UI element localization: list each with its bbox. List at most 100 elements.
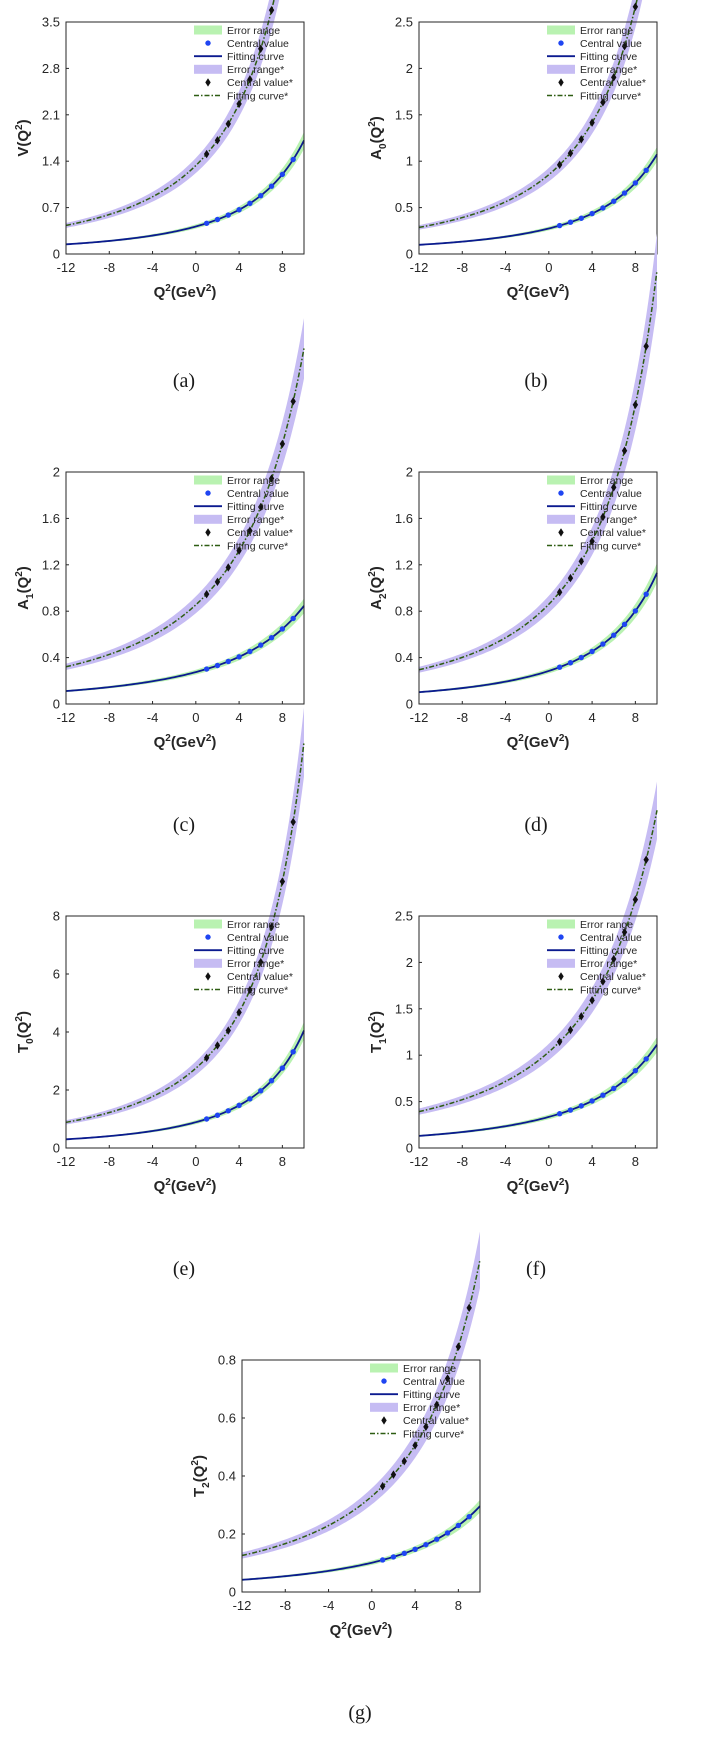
y-tick-label: 2 bbox=[53, 465, 60, 480]
x-tick-label: 4 bbox=[588, 260, 595, 275]
legend-swatch-error-range-star bbox=[547, 514, 575, 524]
legend-marker-central-value-star bbox=[558, 78, 564, 87]
central-value-star-point bbox=[290, 397, 296, 406]
y-tick-label: 0 bbox=[406, 1141, 413, 1156]
y-axis-label: V(Q2) bbox=[14, 119, 32, 156]
legend-label: Fitting curve* bbox=[580, 90, 641, 102]
x-tick-label: -12 bbox=[57, 260, 76, 275]
legend-label: Central value* bbox=[580, 527, 646, 539]
legend-label: Fitting curve bbox=[403, 1389, 460, 1401]
central-value-star-point bbox=[600, 977, 606, 986]
central-value-star-point bbox=[268, 5, 275, 15]
central-value-star-point bbox=[578, 135, 584, 144]
central-value-point bbox=[290, 615, 296, 622]
x-tick-label: 8 bbox=[279, 1154, 286, 1169]
central-value-star-point bbox=[225, 119, 231, 129]
caption-d: (d) bbox=[524, 814, 548, 836]
x-tick-label: 0 bbox=[192, 710, 199, 725]
x-tick-label: 4 bbox=[235, 1154, 242, 1169]
x-tick-label: 4 bbox=[235, 710, 242, 725]
y-tick-label: 0.8 bbox=[395, 604, 413, 619]
panel-c: -12 -8 -4 0 4 8 0 0.4 0.8 1.2 1.6 2 Q2(GeV2) A1(Q2) Er… bbox=[0, 318, 353, 840]
x-tick-label: 8 bbox=[632, 1154, 639, 1169]
y-tick-label: 8 bbox=[53, 909, 60, 924]
legend-swatch-error-range-star bbox=[194, 514, 222, 524]
central-value-point bbox=[466, 1513, 472, 1520]
central-value-point bbox=[444, 1530, 451, 1536]
legend-label: Central value bbox=[580, 38, 642, 50]
x-tick-label: 8 bbox=[279, 260, 286, 275]
caption-f: (f) bbox=[526, 1258, 546, 1280]
central-value-point bbox=[379, 1557, 386, 1563]
legend-label: Central value bbox=[580, 932, 642, 944]
y-tick-label: 0.4 bbox=[218, 1469, 236, 1484]
plot-frame bbox=[418, 21, 658, 255]
central-value-star-point bbox=[268, 474, 275, 483]
central-value-point bbox=[214, 1112, 221, 1118]
y-tick-label: 0.6 bbox=[218, 1411, 236, 1426]
plot-frame bbox=[418, 915, 658, 1149]
y-axis-label: T2(Q2) bbox=[190, 1455, 212, 1497]
y-tick-label: 1.6 bbox=[42, 511, 60, 526]
legend-marker-central-value-star bbox=[205, 528, 211, 537]
central-value-star-point bbox=[214, 136, 221, 145]
y-tick-label: 0.2 bbox=[218, 1527, 236, 1542]
central-value-point bbox=[578, 1103, 584, 1109]
central-value-point bbox=[203, 220, 210, 226]
x-tick-label: -12 bbox=[57, 710, 76, 725]
central-value-point bbox=[423, 1541, 429, 1548]
legend-label: Fitting curve* bbox=[227, 540, 288, 552]
panel-d: -12 -8 -4 0 4 8 0 0.4 0.8 1.2 1.6 2 Q2(GeV2) A2(Q2) Er… bbox=[353, 233, 707, 840]
central-value-point bbox=[214, 662, 221, 669]
legend-label: Central value bbox=[227, 488, 289, 500]
chart-svg: -12 -8 -4 0 4 8 0 2 4 6 8 Q2(GeV2) T0(Q2) Error range… bbox=[14, 707, 305, 1195]
central-value-star-point bbox=[258, 44, 264, 53]
central-value-star-point bbox=[632, 2, 639, 11]
x-tick-label: -12 bbox=[410, 710, 429, 725]
x-axis-label: Q2(GeV2) bbox=[330, 1621, 393, 1639]
legend-marker-central-value bbox=[558, 40, 564, 46]
central-value-point bbox=[258, 1088, 264, 1094]
legend-label: Error range* bbox=[227, 958, 284, 970]
x-tick-label: 0 bbox=[192, 1154, 199, 1169]
legend-label: Error range* bbox=[403, 1402, 460, 1414]
legend-marker-central-value-star bbox=[205, 972, 211, 981]
legend-label: Fitting curve* bbox=[227, 984, 288, 996]
y-tick-label: 1.5 bbox=[395, 1001, 413, 1016]
central-value-star-point bbox=[236, 546, 242, 555]
y-axis-label: A1(Q2) bbox=[14, 566, 36, 610]
central-value-point bbox=[556, 664, 563, 670]
legend-label: Error range* bbox=[580, 958, 637, 970]
legend-marker-central-value-star bbox=[558, 972, 564, 981]
chart-svg: -12 -8 -4 0 4 8 0 0.5 1 1.5 2 2.5 Q2(GeV2) A0(Q2) Erro… bbox=[367, 0, 658, 301]
central-value-point bbox=[611, 198, 617, 204]
y-tick-label: 0.5 bbox=[395, 1094, 413, 1109]
legend-marker-central-value bbox=[558, 934, 564, 940]
error-band bbox=[66, 598, 304, 693]
central-value-star-point bbox=[466, 1303, 472, 1313]
fitting-curve-star bbox=[418, 810, 658, 1113]
central-value-point bbox=[621, 1077, 628, 1084]
legend-swatch-error-range bbox=[547, 25, 575, 35]
legend-swatch-error-range bbox=[194, 25, 222, 35]
fitting-curve bbox=[241, 1505, 481, 1581]
central-value-point bbox=[390, 1554, 397, 1560]
x-axis-label: Q2(GeV2) bbox=[507, 283, 570, 301]
central-value-point bbox=[600, 641, 606, 647]
y-tick-label: 1.5 bbox=[395, 107, 413, 122]
legend-label: Central value* bbox=[403, 1415, 469, 1427]
panel-b: -12 -8 -4 0 4 8 0 0.5 1 1.5 2 2.5 Q2(GeV2) A0(Q2) Erro… bbox=[353, 0, 707, 390]
central-value-point bbox=[236, 1102, 242, 1109]
error-band-star bbox=[66, 0, 280, 228]
plot-frame bbox=[65, 471, 305, 705]
legend-label: Error range* bbox=[227, 514, 284, 526]
central-value-point bbox=[643, 591, 649, 597]
legend-label: Error range bbox=[227, 25, 280, 37]
x-axis-label: Q2(GeV2) bbox=[154, 733, 217, 751]
central-value-point bbox=[600, 205, 606, 211]
panel-e: -12 -8 -4 0 4 8 0 2 4 6 8 Q2(GeV2) T0(Q2) Error range… bbox=[0, 707, 353, 1284]
legend-label: Central value* bbox=[580, 77, 646, 89]
y-tick-label: 2 bbox=[53, 1083, 60, 1098]
x-tick-label: 4 bbox=[411, 1598, 418, 1613]
